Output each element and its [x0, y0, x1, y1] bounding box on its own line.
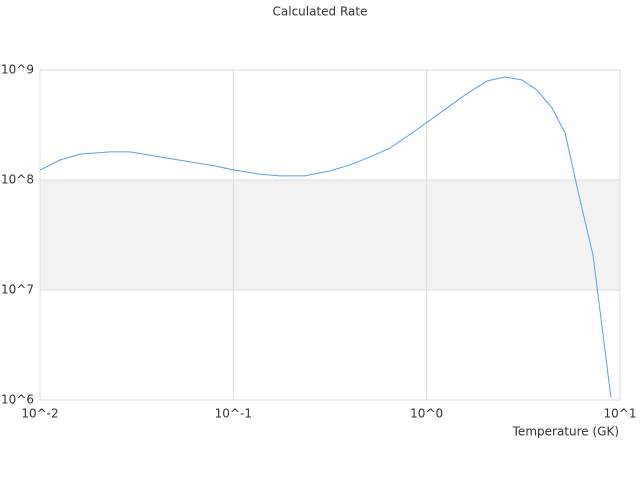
- chart-title: Calculated Rate: [273, 5, 368, 19]
- y-tick-label: 10^8: [1, 173, 34, 187]
- plot-border: [39, 69, 621, 401]
- grid-band: [40, 180, 620, 290]
- y-tick-label: 10^9: [1, 63, 34, 77]
- x-axis-label: Temperature (GK): [512, 425, 619, 439]
- x-tick-label: 10^1: [604, 407, 637, 421]
- y-tick-label: 10^6: [1, 393, 34, 407]
- x-tick-label: 10^-1: [215, 407, 252, 421]
- data-line: [39, 76, 612, 398]
- y-tick-label: 10^7: [1, 283, 34, 297]
- x-tick-label: 10^-2: [21, 407, 58, 421]
- x-tick-label: 10^0: [410, 407, 443, 421]
